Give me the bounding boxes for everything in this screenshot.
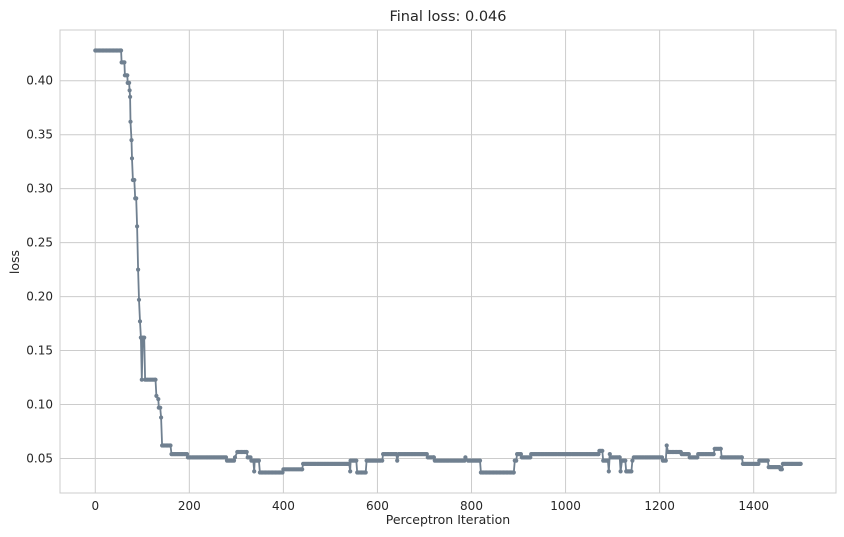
y-tick-label: 0.30 xyxy=(26,182,53,196)
loss-data-point xyxy=(125,73,130,78)
loss-data-point xyxy=(514,458,519,463)
loss-data-point xyxy=(630,458,635,463)
loss-data-point xyxy=(798,461,803,466)
loss-data-point xyxy=(663,458,668,463)
loss-data-point xyxy=(156,397,161,402)
loss-data-point xyxy=(248,455,253,460)
y-tick-label: 0.35 xyxy=(26,128,53,142)
loss-data-point xyxy=(463,455,468,460)
x-tick-label: 800 xyxy=(460,499,483,513)
loss-data-point xyxy=(380,458,385,463)
loss-data-point xyxy=(244,449,249,455)
plot-area xyxy=(59,29,837,494)
loss-data-point xyxy=(605,458,611,463)
loss-data-point xyxy=(629,469,634,474)
x-axis-label: Perceptron Iteration xyxy=(386,512,510,527)
loss-data-point xyxy=(518,452,524,457)
loss-data-point xyxy=(119,48,124,53)
loss-data-point xyxy=(122,60,127,65)
y-gridlines xyxy=(60,80,836,459)
x-tick-labels: 0 200 400 600 800 1000 1200 1400 xyxy=(91,499,769,513)
loss-data-point xyxy=(252,469,257,474)
loss-data-point xyxy=(779,467,785,472)
loss-data-point xyxy=(232,455,238,460)
loss-data-point xyxy=(600,448,605,453)
loss-data-point xyxy=(511,470,516,475)
loss-data-point xyxy=(128,94,133,99)
loss-data-point xyxy=(129,156,135,161)
loss-data-point xyxy=(127,80,132,85)
loss-data-point xyxy=(142,335,147,340)
x-gridlines xyxy=(94,30,755,493)
loss-data-point xyxy=(606,469,611,474)
loss-data-point xyxy=(607,452,612,457)
y-tick-label: 0.15 xyxy=(26,344,53,358)
loss-data-point xyxy=(135,224,140,229)
y-axis-label: loss xyxy=(7,250,22,274)
loss-data-point xyxy=(127,88,132,93)
loss-data-point xyxy=(363,470,368,475)
x-tick-label: 1200 xyxy=(644,499,675,513)
x-tick-label: 0 xyxy=(91,499,99,513)
loss-data-point xyxy=(354,458,359,463)
y-tick-labels: 0.05 0.10 0.15 0.20 0.25 0.30 0.35 0.40 xyxy=(26,74,53,466)
loss-data-point xyxy=(756,461,761,466)
loss-data-point xyxy=(223,455,229,460)
loss-data-point xyxy=(462,458,467,463)
loss-data-point xyxy=(153,377,158,382)
loss-data-point xyxy=(718,446,723,451)
loss-data-point xyxy=(231,458,237,463)
x-tick-label: 1400 xyxy=(738,499,769,513)
y-tick-label: 0.05 xyxy=(26,451,53,465)
y-tick-label: 0.10 xyxy=(26,398,53,412)
loss-data-point xyxy=(686,452,691,457)
loss-data-point xyxy=(424,452,429,457)
loss-data-point xyxy=(132,177,137,183)
loss-data-point xyxy=(596,452,601,457)
loss-data-point xyxy=(136,267,141,272)
loss-data-point xyxy=(184,452,190,457)
loss-data-point xyxy=(528,455,533,460)
loss-data-point xyxy=(739,455,745,460)
y-tick-label: 0.25 xyxy=(26,236,53,250)
loss-data-point xyxy=(618,469,623,474)
loss-data-point xyxy=(664,443,669,448)
series-layer xyxy=(93,48,803,475)
x-tick-label: 200 xyxy=(178,499,201,513)
x-tick-label: 400 xyxy=(272,499,295,513)
x-tick-label: 600 xyxy=(366,499,389,513)
loss-data-point xyxy=(134,196,139,201)
loss-data-point xyxy=(765,458,770,463)
loss-data-point xyxy=(347,461,352,466)
loss-data-point xyxy=(128,119,133,124)
loss-data-point xyxy=(256,458,261,463)
loss-data-point xyxy=(168,443,173,448)
loss-data-point xyxy=(711,452,716,457)
y-tick-label: 0.20 xyxy=(26,290,53,304)
loss-data-point xyxy=(659,455,665,460)
chart-title: Final loss: 0.046 xyxy=(389,9,506,25)
loss-data-point xyxy=(395,458,400,463)
loss-data-point xyxy=(154,393,159,398)
loss-data-point xyxy=(617,455,622,460)
loss-data-point xyxy=(136,297,142,302)
loss-data-point xyxy=(623,458,628,463)
loss-data-point xyxy=(280,470,285,475)
loss-data-point xyxy=(695,455,700,460)
y-tick-label: 0.40 xyxy=(26,74,53,88)
loss-data-point xyxy=(300,467,305,472)
loss-data-point xyxy=(158,405,163,410)
x-tick-label: 1000 xyxy=(550,499,581,513)
loss-data-point xyxy=(137,319,143,324)
loss-data-point xyxy=(431,455,436,460)
loss-data-point xyxy=(348,469,353,474)
loss-data-point xyxy=(477,458,483,463)
loss-data-point xyxy=(129,138,134,143)
loss-data-point xyxy=(159,415,164,420)
loss-data-point xyxy=(139,377,144,382)
